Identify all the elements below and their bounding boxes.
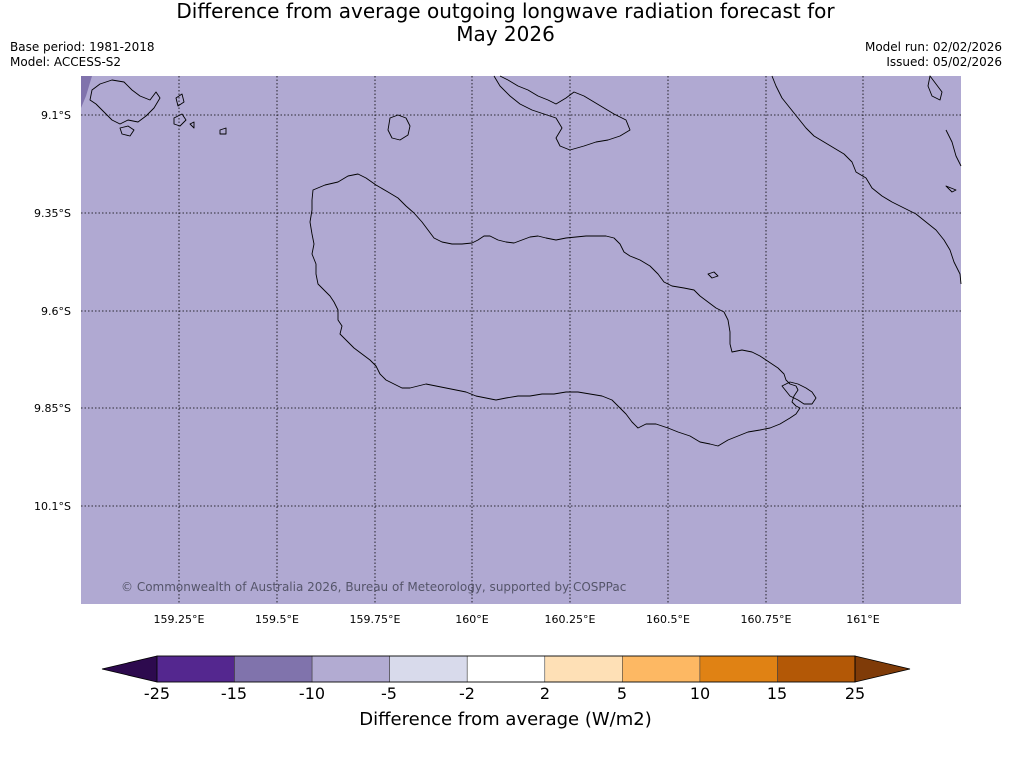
meta-right: Model run: 02/02/2026 Issued: 05/02/2026 <box>865 40 1002 70</box>
coastline-russell <box>89 79 161 125</box>
map-area <box>81 76 961 604</box>
coastline-russell <box>119 125 135 137</box>
copyright-credit: © Commonwealth of Australia 2026, Bureau… <box>121 580 627 594</box>
colorbar-tick-label: -2 <box>459 684 475 703</box>
colorbar-tick-label: 10 <box>689 684 711 703</box>
colorbar-extend-min <box>101 655 158 683</box>
chart-title-line2: May 2026 <box>456 22 555 46</box>
colorbar-tick-label: -5 <box>381 684 397 703</box>
gridlines <box>81 76 961 604</box>
chart-title: Difference from average outgoing longwav… <box>0 0 1011 46</box>
colorbar-segment <box>699 655 778 683</box>
colorbar-frame <box>156 655 856 683</box>
lat-label: 9.6°S <box>41 305 71 318</box>
coastline-islet <box>707 271 719 279</box>
chart-title-line1: Difference from average outgoing longwav… <box>176 0 835 23</box>
coastline-malaita <box>945 129 962 167</box>
coastline-islet <box>781 381 817 405</box>
colorbar-extend-max <box>854 655 911 683</box>
colorbar-segment <box>466 655 546 683</box>
meta-left: Base period: 1981-2018 Model: ACCESS-S2 <box>10 40 155 70</box>
lon-label: 159.25°E <box>153 613 205 626</box>
colorbar <box>101 655 911 683</box>
lon-label: 160°E <box>455 613 489 626</box>
colorbar-tick-label: 15 <box>766 684 788 703</box>
lat-label: 9.35°S <box>34 207 71 220</box>
lon-label: 161°E <box>846 613 880 626</box>
colorbar-segment <box>389 655 468 683</box>
colorbar-tick-label: -25 <box>143 684 171 703</box>
coastlines <box>89 75 962 447</box>
anomaly-patch <box>81 76 92 108</box>
colorbar-segment <box>622 655 701 683</box>
model-run: Model run: 02/02/2026 <box>864 40 1002 54</box>
lon-label: 160.25°E <box>544 613 596 626</box>
lat-label: 9.85°S <box>34 402 71 415</box>
colorbar-title: Difference from average (W/m2) <box>359 709 652 730</box>
coastline-malaita <box>945 185 957 193</box>
colorbar-tick-label: 2 <box>539 684 551 703</box>
coastline-malaita <box>927 75 943 101</box>
coastline-savo <box>387 114 411 141</box>
lon-label: 159.75°E <box>349 613 401 626</box>
lon-label: 160.5°E <box>646 613 690 626</box>
lon-label: 160.75°E <box>740 613 792 626</box>
colorbar-segment <box>544 655 623 683</box>
colorbar-tick-label: 5 <box>616 684 628 703</box>
lat-label: 10.1°S <box>34 500 71 513</box>
coastline-russell <box>219 127 227 135</box>
colorbar-segment <box>156 655 235 683</box>
colorbar-tick-label: -10 <box>298 684 326 703</box>
coastline-russell <box>189 121 195 129</box>
coastline-malaita <box>771 75 962 285</box>
coastline-florida <box>493 75 631 151</box>
colorbar-segment <box>234 655 313 683</box>
colorbar-tick-label: 25 <box>844 684 866 703</box>
model-name: Model: ACCESS-S2 <box>10 55 122 69</box>
coastline-russell <box>173 113 187 127</box>
colorbar-segment <box>777 655 856 683</box>
colorbar-segment <box>311 655 390 683</box>
lon-label: 159.5°E <box>255 613 299 626</box>
coastline-russell <box>175 93 185 107</box>
base-period: Base period: 1981-2018 <box>10 40 155 54</box>
issued-date: Issued: 05/02/2026 <box>886 55 1002 69</box>
coastline-guadalcanal <box>309 173 801 447</box>
lat-label: 9.1°S <box>41 109 71 122</box>
colorbar-tick-label: -15 <box>220 684 248 703</box>
